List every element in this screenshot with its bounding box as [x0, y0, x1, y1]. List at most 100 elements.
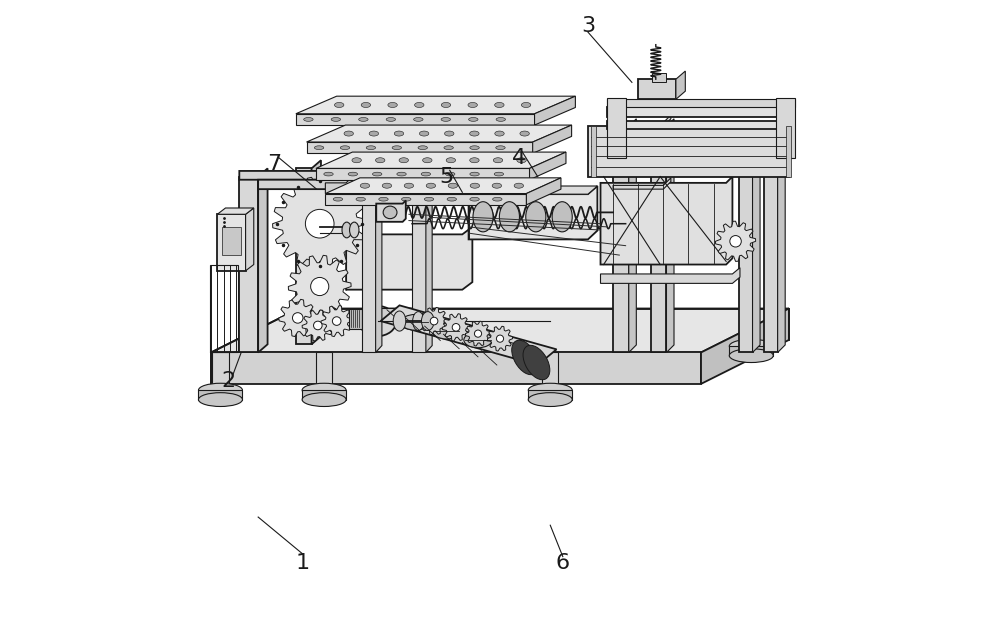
Ellipse shape	[424, 197, 434, 201]
Circle shape	[452, 323, 460, 331]
Ellipse shape	[340, 146, 350, 149]
Ellipse shape	[369, 131, 379, 136]
Polygon shape	[591, 126, 596, 176]
Polygon shape	[316, 168, 530, 180]
Ellipse shape	[334, 102, 344, 107]
Polygon shape	[307, 142, 533, 154]
Ellipse shape	[464, 332, 492, 348]
Polygon shape	[666, 119, 674, 352]
Ellipse shape	[495, 102, 504, 107]
Ellipse shape	[528, 383, 572, 397]
Polygon shape	[607, 122, 795, 130]
Ellipse shape	[333, 197, 343, 201]
Ellipse shape	[393, 311, 406, 331]
Polygon shape	[530, 152, 566, 180]
Ellipse shape	[492, 183, 502, 188]
Bar	[316, 352, 332, 390]
Circle shape	[474, 330, 482, 337]
Polygon shape	[442, 313, 470, 341]
Ellipse shape	[394, 131, 404, 136]
Ellipse shape	[470, 131, 479, 136]
Ellipse shape	[514, 183, 524, 188]
Ellipse shape	[331, 117, 341, 122]
Polygon shape	[739, 151, 753, 352]
Polygon shape	[273, 176, 367, 271]
Polygon shape	[412, 189, 426, 352]
Ellipse shape	[342, 222, 351, 238]
Polygon shape	[376, 182, 382, 352]
Ellipse shape	[432, 323, 461, 339]
Bar	[743, 308, 759, 346]
Text: 1: 1	[295, 553, 309, 573]
Bar	[222, 227, 241, 255]
Polygon shape	[279, 299, 317, 336]
Polygon shape	[217, 208, 254, 214]
Ellipse shape	[493, 197, 502, 201]
Polygon shape	[465, 321, 491, 346]
Ellipse shape	[418, 146, 427, 149]
Polygon shape	[307, 125, 572, 142]
Polygon shape	[629, 119, 636, 352]
Polygon shape	[613, 126, 629, 352]
Ellipse shape	[356, 197, 365, 201]
Ellipse shape	[360, 183, 370, 188]
Polygon shape	[613, 146, 671, 158]
Ellipse shape	[348, 172, 358, 176]
Polygon shape	[607, 98, 626, 158]
Polygon shape	[701, 308, 789, 384]
Circle shape	[332, 317, 341, 325]
Ellipse shape	[359, 117, 368, 122]
Ellipse shape	[470, 146, 479, 149]
Ellipse shape	[388, 102, 397, 107]
Bar	[212, 352, 229, 390]
Ellipse shape	[419, 131, 429, 136]
Ellipse shape	[421, 172, 431, 176]
Ellipse shape	[379, 197, 388, 201]
Ellipse shape	[324, 172, 333, 176]
Polygon shape	[296, 168, 312, 344]
Polygon shape	[776, 98, 795, 158]
Ellipse shape	[415, 102, 424, 107]
Polygon shape	[613, 178, 671, 189]
Polygon shape	[528, 390, 572, 400]
Ellipse shape	[304, 117, 313, 122]
Polygon shape	[753, 144, 760, 352]
Text: 3: 3	[581, 16, 595, 36]
Ellipse shape	[470, 172, 479, 176]
Ellipse shape	[382, 183, 392, 188]
Polygon shape	[601, 176, 732, 265]
Bar	[542, 352, 558, 390]
Ellipse shape	[552, 202, 572, 232]
Ellipse shape	[414, 117, 423, 122]
Ellipse shape	[493, 158, 503, 163]
Ellipse shape	[517, 158, 526, 163]
Polygon shape	[729, 346, 773, 355]
Polygon shape	[346, 227, 472, 289]
Ellipse shape	[444, 146, 453, 149]
Ellipse shape	[375, 158, 385, 163]
Text: 5: 5	[439, 167, 454, 186]
Ellipse shape	[361, 102, 371, 107]
Polygon shape	[526, 178, 561, 205]
Polygon shape	[487, 326, 513, 351]
Polygon shape	[239, 163, 330, 180]
Polygon shape	[325, 194, 526, 205]
Ellipse shape	[445, 131, 454, 136]
Polygon shape	[381, 305, 557, 365]
Ellipse shape	[366, 146, 376, 149]
Ellipse shape	[386, 117, 396, 122]
Ellipse shape	[383, 206, 397, 218]
Ellipse shape	[512, 341, 539, 375]
Polygon shape	[325, 176, 352, 194]
Ellipse shape	[426, 183, 436, 188]
Polygon shape	[211, 308, 789, 352]
Polygon shape	[302, 390, 346, 400]
Text: 7: 7	[267, 154, 281, 174]
Ellipse shape	[470, 158, 479, 163]
Circle shape	[292, 313, 303, 323]
Circle shape	[430, 317, 438, 325]
Polygon shape	[638, 79, 676, 99]
Ellipse shape	[520, 131, 529, 136]
Polygon shape	[676, 71, 685, 99]
Polygon shape	[302, 310, 334, 341]
